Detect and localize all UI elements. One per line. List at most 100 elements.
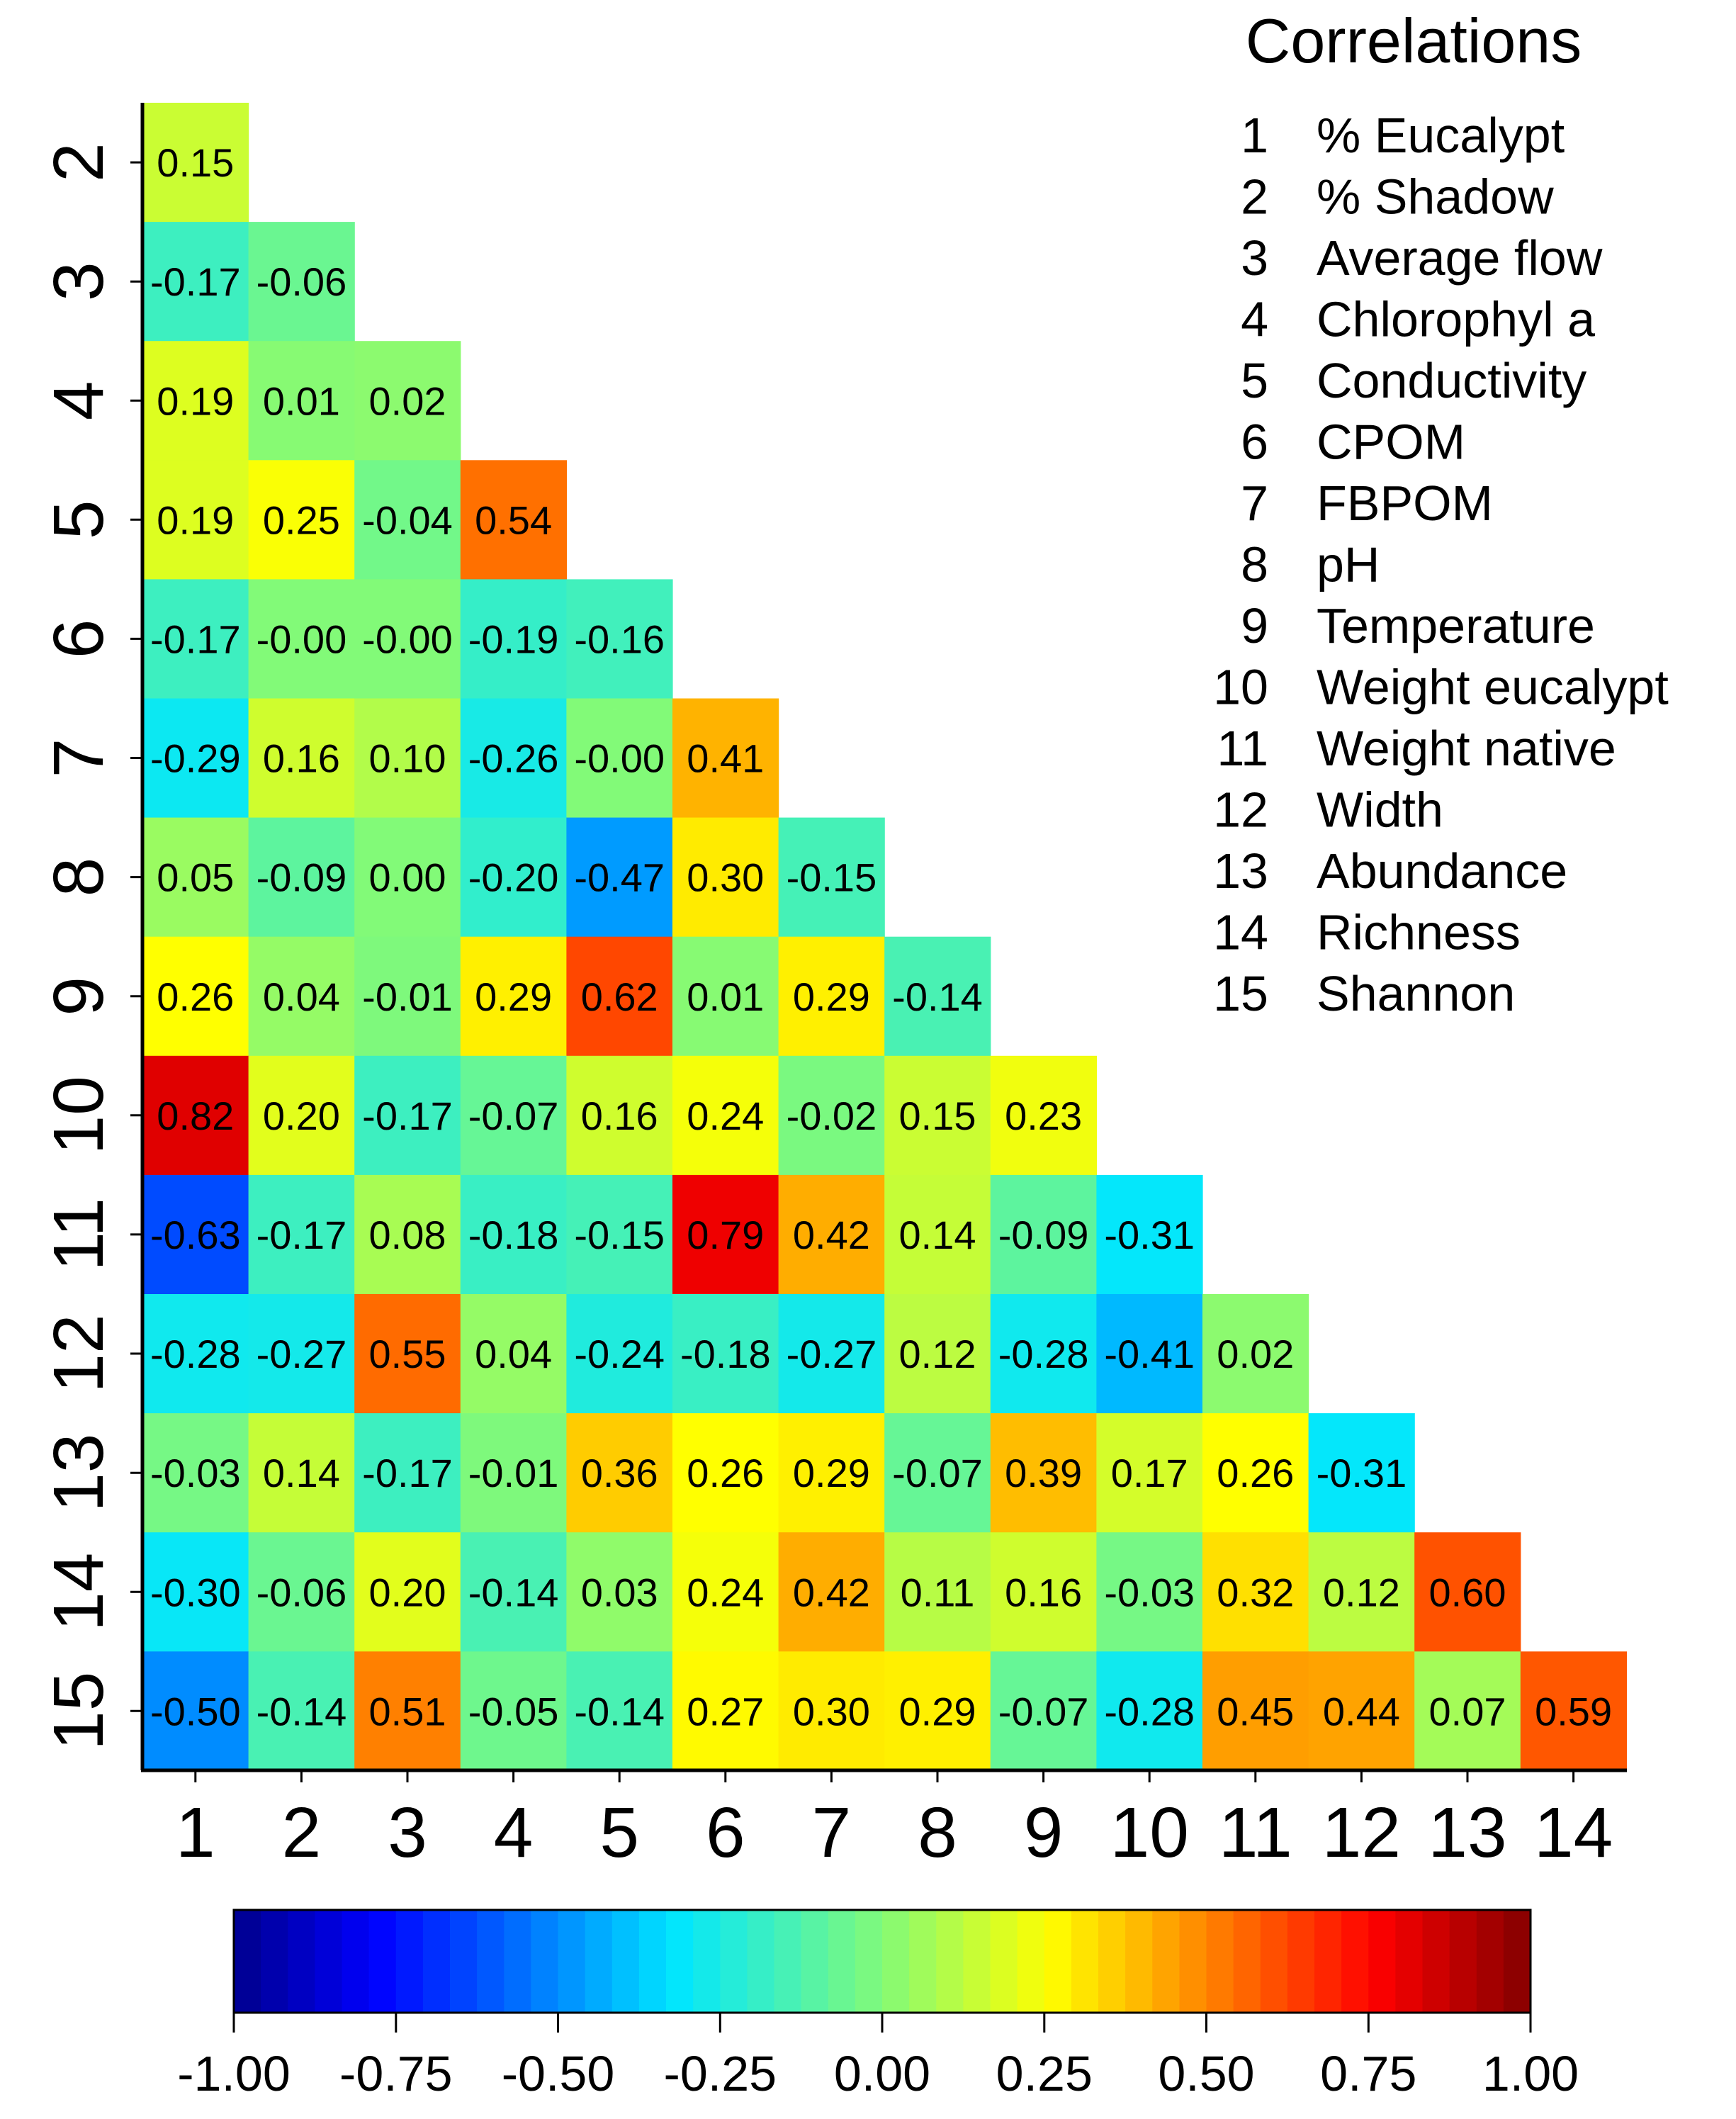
colorbar-tick-label: -1.00 bbox=[177, 2046, 291, 2101]
colorbar-segment bbox=[288, 1910, 316, 2013]
cell-label: 0.45 bbox=[1217, 1689, 1294, 1733]
heatmap-cell bbox=[566, 1532, 673, 1652]
heatmap-cell bbox=[248, 936, 355, 1057]
cell-label: 0.12 bbox=[899, 1332, 976, 1376]
cell-label: 0.19 bbox=[157, 498, 234, 542]
cell-label: 0.00 bbox=[369, 855, 446, 900]
heatmap-cell bbox=[672, 1055, 779, 1176]
cell-label: 0.15 bbox=[157, 140, 234, 185]
colorbar-segment bbox=[1125, 1910, 1153, 2013]
heatmap-cell bbox=[1096, 1651, 1203, 1771]
cell-label: 0.07 bbox=[1429, 1689, 1506, 1733]
heatmap-cell bbox=[1414, 1532, 1521, 1652]
legend-item-name: Conductivity bbox=[1317, 353, 1586, 408]
legend-item-name: Weight native bbox=[1317, 721, 1616, 776]
heatmap-cell bbox=[354, 817, 461, 938]
heatmap-cell bbox=[354, 1294, 461, 1414]
colorbar-ticks: -1.00 -0.75 -0.50 -0.25 0.00 0.25 0.50 0.75 1.00 bbox=[177, 2013, 1579, 2101]
x-tick-label: 3 bbox=[388, 1793, 427, 1872]
cell-label: -0.41 bbox=[1104, 1332, 1195, 1376]
x-axis-ticks: 1 2 3 4 5 6 7 8 9 10 11 12 13 14 bbox=[176, 1770, 1613, 1872]
heatmap-cell bbox=[990, 1651, 1097, 1771]
cell-label: -0.30 bbox=[150, 1570, 241, 1614]
colorbar-segment bbox=[1260, 1910, 1288, 2013]
legend-item-number: 13 bbox=[1213, 843, 1268, 899]
cell-label: 0.01 bbox=[263, 378, 340, 423]
heatmap-cell bbox=[566, 1651, 673, 1771]
colorbar-segment bbox=[1368, 1910, 1397, 2013]
cell-label: -0.20 bbox=[468, 855, 559, 900]
heatmap-cell bbox=[460, 1055, 567, 1176]
colorbar-segment bbox=[1098, 1910, 1126, 2013]
y-tick-label: 8 bbox=[39, 858, 118, 897]
cell-label: -0.01 bbox=[468, 1451, 559, 1495]
heatmap-cell bbox=[778, 1413, 885, 1533]
cell-label: -0.04 bbox=[362, 498, 453, 542]
cell-label: 0.32 bbox=[1217, 1570, 1294, 1614]
heatmap-cell bbox=[778, 936, 885, 1057]
heatmap-cell bbox=[142, 341, 249, 461]
heatmap-cell bbox=[460, 1294, 567, 1414]
heatmap-cell bbox=[566, 1174, 673, 1295]
legend-item-name: Temperature bbox=[1317, 598, 1595, 653]
heatmap-cell bbox=[566, 1413, 673, 1533]
cell-label: -0.00 bbox=[362, 617, 453, 661]
colorbar-segment bbox=[1395, 1910, 1424, 2013]
colorbar-segment bbox=[882, 1910, 910, 2013]
heatmap-cell bbox=[778, 1294, 885, 1414]
legend-item-number: 1 bbox=[1241, 108, 1268, 163]
cell-label: 0.17 bbox=[1111, 1451, 1188, 1495]
heatmap-cell bbox=[354, 579, 461, 699]
cell-label: 0.03 bbox=[581, 1570, 658, 1614]
colorbar-segment bbox=[828, 1910, 856, 2013]
cell-label: 0.20 bbox=[263, 1094, 340, 1138]
colorbar-tick-label: 1.00 bbox=[1482, 2046, 1579, 2101]
heatmap-cell bbox=[1096, 1174, 1203, 1295]
heatmap-cell bbox=[672, 698, 779, 819]
heatmap-cell bbox=[778, 1651, 885, 1771]
cell-label: -0.31 bbox=[1104, 1213, 1195, 1257]
heatmap-cell bbox=[672, 1294, 779, 1414]
x-tick-label: 14 bbox=[1534, 1793, 1613, 1872]
x-tick-label: 12 bbox=[1322, 1793, 1401, 1872]
heatmap-cell bbox=[1096, 1413, 1203, 1533]
cell-label: -0.27 bbox=[257, 1332, 347, 1376]
colorbar-segment bbox=[1476, 1910, 1504, 2013]
legend: Correlations 1 % Eucalypt 2 % Shadow 3 Averag… bbox=[1213, 6, 1669, 1021]
colorbar-segment bbox=[422, 1910, 451, 2013]
legend-items: 1 % Eucalypt 2 % Shadow 3 Average flow 4 Chloro… bbox=[1213, 108, 1669, 1021]
colorbar-segment bbox=[558, 1910, 586, 2013]
y-tick-label: 12 bbox=[39, 1314, 118, 1393]
heatmap-cell bbox=[354, 341, 461, 461]
cell-label: -0.29 bbox=[150, 736, 241, 781]
cell-label: 0.82 bbox=[157, 1094, 234, 1138]
heatmap-cell bbox=[248, 1651, 355, 1771]
cell-label: 0.54 bbox=[475, 498, 552, 542]
x-tick-label: 2 bbox=[282, 1793, 322, 1872]
heatmap-cell bbox=[990, 1174, 1097, 1295]
cell-label: -0.03 bbox=[150, 1451, 241, 1495]
cell-label: 0.62 bbox=[581, 974, 658, 1019]
cell-label: 0.44 bbox=[1323, 1689, 1400, 1733]
x-tick-label: 1 bbox=[176, 1793, 215, 1872]
cell-label: 0.30 bbox=[793, 1689, 870, 1733]
cell-label: -0.14 bbox=[468, 1570, 559, 1614]
cell-label: 0.29 bbox=[475, 974, 552, 1019]
colorbar-segment bbox=[936, 1910, 964, 2013]
heatmap-cell bbox=[460, 698, 567, 819]
colorbar-segment bbox=[1503, 1910, 1531, 2013]
cell-label: 0.01 bbox=[687, 974, 764, 1019]
cell-label: -0.28 bbox=[1104, 1689, 1195, 1733]
heatmap-cell bbox=[884, 936, 991, 1057]
colorbar-segment bbox=[1449, 1910, 1477, 2013]
y-tick-label: 14 bbox=[39, 1553, 118, 1631]
colorbar-segment bbox=[585, 1910, 613, 2013]
heatmap-cell bbox=[566, 1294, 673, 1414]
heatmap-cell bbox=[142, 1651, 249, 1771]
colorbar-segment bbox=[477, 1910, 505, 2013]
colorbar-segment bbox=[395, 1910, 424, 2013]
heatmap-cell bbox=[566, 579, 673, 699]
heatmap-cell bbox=[778, 1055, 885, 1176]
legend-item-number: 5 bbox=[1241, 353, 1268, 408]
